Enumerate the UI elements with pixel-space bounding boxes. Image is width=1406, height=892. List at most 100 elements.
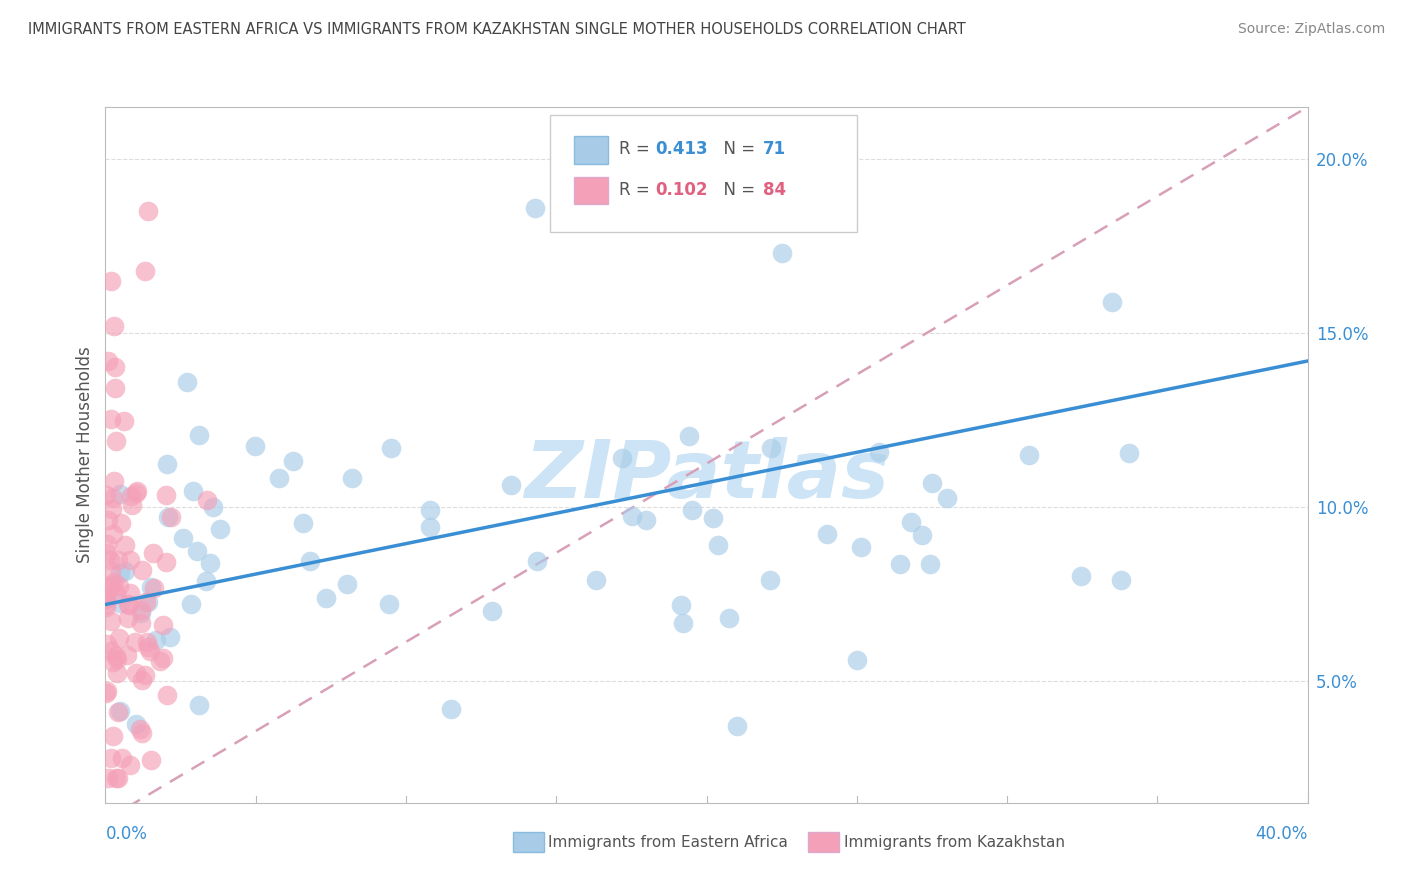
Point (761, 442, 783, 456)
Point (419, 502, 441, 516)
Point (96, 591, 118, 606)
Point (100, 614, 122, 628)
Text: 84: 84 (763, 181, 786, 199)
Point (104, 359, 127, 374)
Point (96, 599, 118, 614)
Point (103, 575, 125, 590)
Point (124, 634, 146, 648)
Point (1101, 294, 1123, 309)
Point (101, 502, 124, 516)
Point (671, 615, 693, 630)
Point (669, 598, 692, 612)
Point (936, 491, 959, 505)
Point (131, 673, 153, 688)
Point (103, 474, 125, 488)
Point (118, 586, 141, 600)
Point (101, 491, 124, 506)
Point (152, 650, 174, 665)
Text: Immigrants from Eastern Africa: Immigrants from Eastern Africa (548, 835, 789, 849)
Point (118, 553, 141, 567)
Point (499, 478, 522, 492)
Point (209, 522, 232, 536)
Point (378, 597, 401, 611)
Point (157, 510, 180, 524)
Point (159, 631, 181, 645)
Point (96, 591, 118, 605)
Point (194, 574, 217, 588)
Point (136, 595, 159, 609)
Point (110, 704, 132, 718)
Point (134, 668, 156, 682)
Point (101, 527, 124, 541)
Point (125, 716, 148, 731)
Point (849, 540, 872, 554)
Point (188, 698, 211, 712)
Point (481, 604, 503, 618)
Point (94, 686, 117, 700)
Point (131, 726, 153, 740)
Point (114, 564, 136, 578)
Point (201, 500, 224, 514)
Point (125, 483, 148, 498)
Point (145, 633, 167, 648)
Point (111, 751, 134, 765)
Text: Immigrants from Kazakhstan: Immigrants from Kazakhstan (844, 835, 1064, 849)
Text: Source: ZipAtlas.com: Source: ZipAtlas.com (1237, 22, 1385, 37)
Point (1018, 448, 1040, 462)
Point (110, 516, 132, 530)
Point (96, 636, 118, 650)
Point (100, 553, 122, 567)
Point (868, 445, 890, 459)
Point (117, 598, 139, 612)
Point (141, 580, 163, 594)
Text: 40.0%: 40.0% (1256, 825, 1308, 843)
FancyBboxPatch shape (574, 136, 607, 164)
Point (186, 544, 208, 558)
Point (155, 488, 177, 502)
FancyBboxPatch shape (574, 177, 607, 204)
Point (770, 246, 793, 260)
FancyBboxPatch shape (550, 115, 856, 232)
Text: 0.413: 0.413 (655, 140, 707, 159)
Point (104, 649, 127, 664)
Point (136, 640, 159, 654)
Point (100, 274, 122, 288)
Point (107, 553, 129, 567)
Point (121, 498, 143, 512)
Point (315, 591, 337, 605)
Point (340, 471, 363, 485)
Point (125, 666, 148, 681)
Point (100, 564, 122, 578)
Text: ZIPatlas: ZIPatlas (524, 437, 889, 515)
Point (131, 563, 153, 577)
Point (110, 487, 132, 501)
Point (139, 753, 162, 767)
Point (135, 595, 157, 609)
Point (105, 772, 128, 786)
Point (97, 772, 120, 786)
Point (108, 631, 131, 645)
Point (100, 644, 122, 658)
Point (845, 653, 868, 667)
Point (526, 554, 548, 568)
Point (610, 451, 633, 466)
Point (181, 483, 204, 498)
Point (131, 603, 153, 617)
Point (101, 578, 124, 592)
Point (1070, 569, 1092, 583)
Point (336, 577, 359, 591)
Point (101, 729, 124, 743)
Point (96, 683, 118, 698)
Point (107, 705, 129, 719)
Point (910, 528, 932, 542)
Point (299, 554, 322, 568)
Point (129, 607, 152, 621)
Text: 0.0%: 0.0% (105, 825, 148, 843)
Point (129, 723, 152, 737)
Point (283, 454, 305, 468)
Point (149, 654, 172, 668)
Point (125, 486, 148, 500)
Text: IMMIGRANTS FROM EASTERN AFRICA VS IMMIGRANTS FROM KAZAKHSTAN SINGLE MOTHER HOUSE: IMMIGRANTS FROM EASTERN AFRICA VS IMMIGR… (28, 22, 966, 37)
Point (440, 702, 463, 716)
Point (105, 666, 128, 681)
